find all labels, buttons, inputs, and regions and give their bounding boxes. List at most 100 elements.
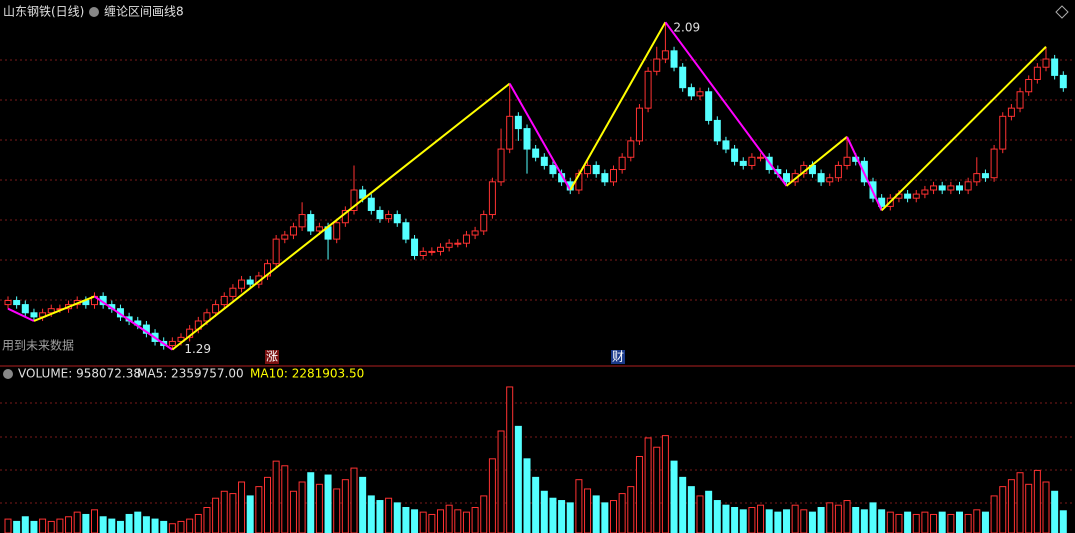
volume-bar [757, 504, 765, 533]
candle-body [618, 156, 626, 171]
volume-bar [168, 523, 176, 533]
candle-body [757, 156, 765, 159]
volume-bar [679, 476, 687, 533]
volume-bar [177, 520, 185, 533]
volume-bar [774, 511, 782, 533]
candle-body [1016, 91, 1024, 109]
volume-bar [661, 435, 669, 533]
ma5-label: MA5: 2359757.00 [137, 367, 244, 381]
volume-bar [1051, 490, 1059, 533]
volume-bar [886, 511, 894, 533]
volume-bar [437, 509, 444, 533]
volume-bar [558, 500, 566, 533]
candle-body [298, 214, 306, 228]
volume-bar [108, 518, 116, 533]
candle-body [687, 87, 695, 97]
candle-body [999, 115, 1007, 150]
volume-bar [212, 497, 220, 533]
candle-body [739, 160, 747, 166]
volume-bar [860, 509, 868, 533]
candle-body [367, 197, 375, 211]
volume-bar [1042, 481, 1050, 533]
volume-bar [532, 476, 540, 533]
candle-body [238, 279, 246, 289]
volume-bar [549, 497, 557, 533]
candle-body [938, 185, 946, 191]
volume-bar [523, 458, 531, 533]
candle-body [471, 230, 479, 236]
volume-bar [610, 500, 617, 533]
volume-bar [367, 495, 375, 533]
volume-bar [298, 481, 306, 533]
candle-body [385, 214, 393, 220]
candle-body [1025, 78, 1033, 93]
volume-bar [454, 509, 462, 533]
volume-bar [1007, 479, 1015, 533]
volume-bar [869, 502, 877, 533]
candle-body [428, 250, 436, 253]
volume-bar [315, 483, 323, 533]
volume-bar [480, 495, 488, 533]
candle-body [30, 312, 38, 318]
candle-body [1007, 107, 1015, 117]
candle-body [212, 304, 220, 314]
candle-body [462, 234, 470, 244]
candle-body [203, 312, 211, 322]
volume-bar [843, 500, 851, 533]
candle-body [549, 164, 557, 175]
volume-bar [324, 474, 332, 533]
volume-bar [947, 513, 955, 533]
zigzag-segment [785, 136, 848, 187]
volume-bar [506, 386, 514, 533]
volume-bar [186, 518, 194, 533]
volume-bar [99, 516, 107, 533]
volume-bar [289, 490, 297, 533]
candle-body [315, 226, 323, 232]
grid [0, 59, 1075, 504]
volume-bar [514, 425, 522, 533]
volume-bar [635, 456, 643, 533]
candle-body [610, 169, 617, 183]
volume-bar [393, 502, 401, 533]
candle-body [592, 164, 600, 175]
volume-bar [1059, 510, 1067, 533]
corner-icon[interactable] [1055, 5, 1069, 19]
volume-bar [4, 518, 12, 533]
volume-bar [981, 511, 989, 533]
volume-bar [921, 511, 929, 533]
volume-bar [13, 520, 21, 533]
event-box [265, 350, 279, 364]
candle-body [783, 173, 790, 183]
volume-bar [402, 507, 410, 533]
candle-body [1059, 74, 1067, 89]
menu-icon[interactable] [3, 369, 13, 379]
volume-bar [255, 486, 263, 533]
high-price-label: 2.09 [673, 21, 700, 35]
candle-body [843, 156, 851, 166]
menu-icon[interactable] [89, 7, 99, 17]
volume-label: VOLUME: 958072.38 [18, 367, 141, 381]
volume-bar [800, 509, 808, 533]
volume-bar [748, 507, 756, 533]
volume-bar [575, 479, 583, 533]
volume-bar [964, 513, 972, 533]
zigzag-segment [7, 307, 35, 322]
candle-body [713, 119, 721, 142]
volume-bar [307, 472, 315, 533]
volume-bar [272, 460, 280, 533]
volume-bar [21, 516, 29, 533]
volume-bar [194, 513, 202, 533]
volume-bar [1016, 472, 1024, 533]
volume-bar [160, 520, 168, 533]
ma10-label: MA10: 2281903.50 [250, 367, 364, 381]
candle-body [930, 185, 938, 191]
low-price-label: 1.29 [184, 342, 211, 356]
volume-bar [938, 511, 946, 533]
volume-bar [670, 460, 678, 533]
candle-body [272, 238, 280, 265]
volume-bar [341, 479, 349, 533]
volume-bar [65, 516, 73, 533]
volume-bar [791, 504, 799, 533]
